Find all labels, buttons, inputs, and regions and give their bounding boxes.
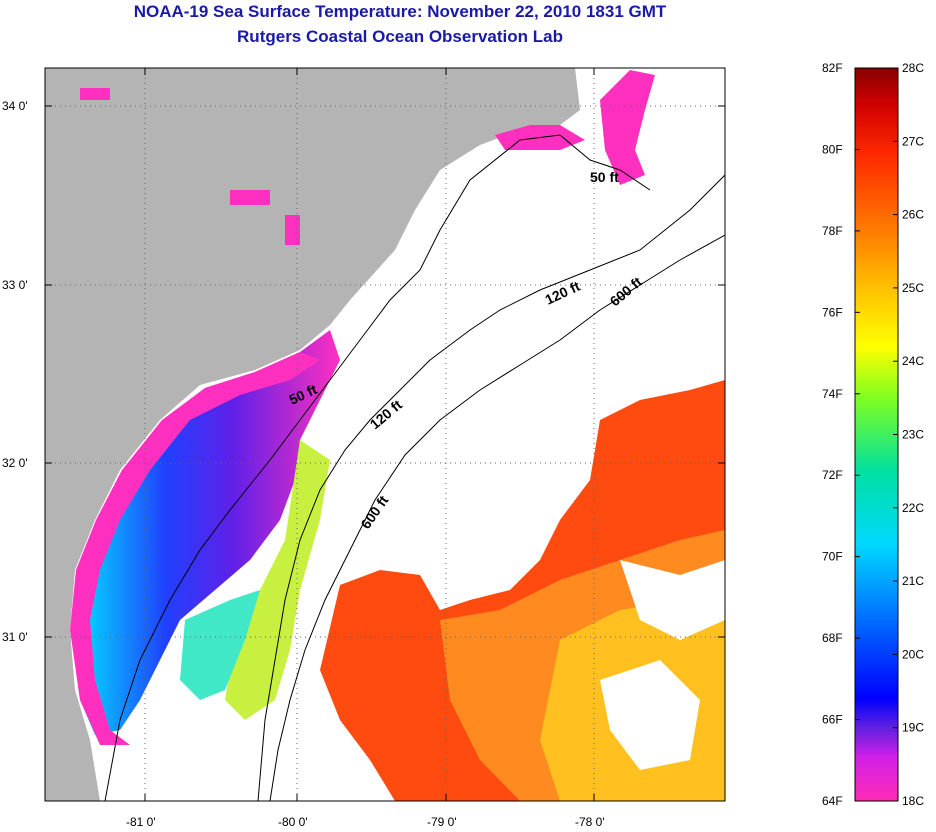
colorbar-label-c: 25C bbox=[902, 281, 924, 295]
mid-shelf-water bbox=[225, 440, 330, 720]
cold-fringe bbox=[70, 352, 320, 745]
cloud-mask-2 bbox=[600, 660, 700, 770]
colorbar-ticks bbox=[855, 67, 898, 802]
graticule bbox=[45, 68, 725, 801]
map-border bbox=[44, 67, 726, 802]
cloud-mask-1 bbox=[620, 560, 725, 640]
colorbar-label-f: 74F bbox=[822, 387, 843, 401]
colorbar-label-f: 80F bbox=[822, 142, 843, 156]
axis-ticks bbox=[45, 68, 725, 801]
colorbar-label-c: 26C bbox=[902, 208, 924, 222]
lon-label-80: -80 0' bbox=[278, 815, 308, 829]
contour-600ft bbox=[269, 234, 725, 801]
lat-label-33: 33 0' bbox=[2, 278, 28, 292]
colorbar-label-c: 27C bbox=[902, 134, 924, 148]
colorbar-label-c: 21C bbox=[902, 574, 924, 588]
land-mass bbox=[45, 68, 580, 801]
colorbar-label-c: 28C bbox=[902, 61, 924, 75]
map-subtitle: Rutgers Coastal Ocean Observation Lab bbox=[237, 27, 563, 46]
colorbar bbox=[854, 67, 899, 802]
colorbar-label-f: 64F bbox=[822, 794, 843, 808]
colorbar-label-f: 70F bbox=[822, 550, 843, 564]
colorbar-label-f: 82F bbox=[822, 61, 843, 75]
colorbar-fahrenheit-labels: 82F 80F 78F 76F 74F 72F 70F 68F 66F 64F bbox=[822, 61, 843, 808]
colorbar-label-c: 22C bbox=[902, 501, 924, 515]
colorbar-label-c: 20C bbox=[902, 647, 924, 661]
colorbar-label-c: 24C bbox=[902, 354, 924, 368]
colorbar-label-f: 76F bbox=[822, 305, 843, 319]
lat-label-34: 34 0' bbox=[2, 99, 28, 113]
colorbar-celsius-labels: 28C 27C 26C 25C 24C 23C 22C 21C 20C 19C 18C bbox=[902, 61, 924, 808]
lat-label-32: 32 0' bbox=[2, 456, 28, 470]
cold-speck-1 bbox=[285, 215, 300, 245]
lon-label-81: -81 0' bbox=[126, 815, 156, 829]
cold-speck-2 bbox=[230, 190, 270, 205]
colorbar-label-f: 68F bbox=[822, 631, 843, 645]
colorbar-label-c: 23C bbox=[902, 428, 924, 442]
mid-shelf-cyan bbox=[180, 590, 260, 700]
colorbar-label-f: 66F bbox=[822, 713, 843, 727]
lon-label-78: -78 0' bbox=[575, 815, 605, 829]
contour-50ft bbox=[104, 134, 651, 801]
lon-label-79: -79 0' bbox=[427, 815, 457, 829]
cold-shelf-water bbox=[72, 330, 340, 735]
contour-120ft bbox=[257, 174, 725, 801]
colorbar-label-f: 78F bbox=[822, 224, 843, 238]
cold-speck-3 bbox=[80, 88, 110, 100]
contour-label-50ft-north: 50 ft bbox=[590, 169, 619, 185]
map-title: NOAA-19 Sea Surface Temperature: Novembe… bbox=[133, 2, 667, 21]
cold-patch-cape bbox=[600, 70, 655, 185]
colorbar-label-c: 19C bbox=[902, 721, 924, 735]
colorbar-label-f: 72F bbox=[822, 468, 843, 482]
colorbar-label-c: 18C bbox=[902, 794, 924, 808]
lat-label-31: 31 0' bbox=[2, 630, 28, 644]
